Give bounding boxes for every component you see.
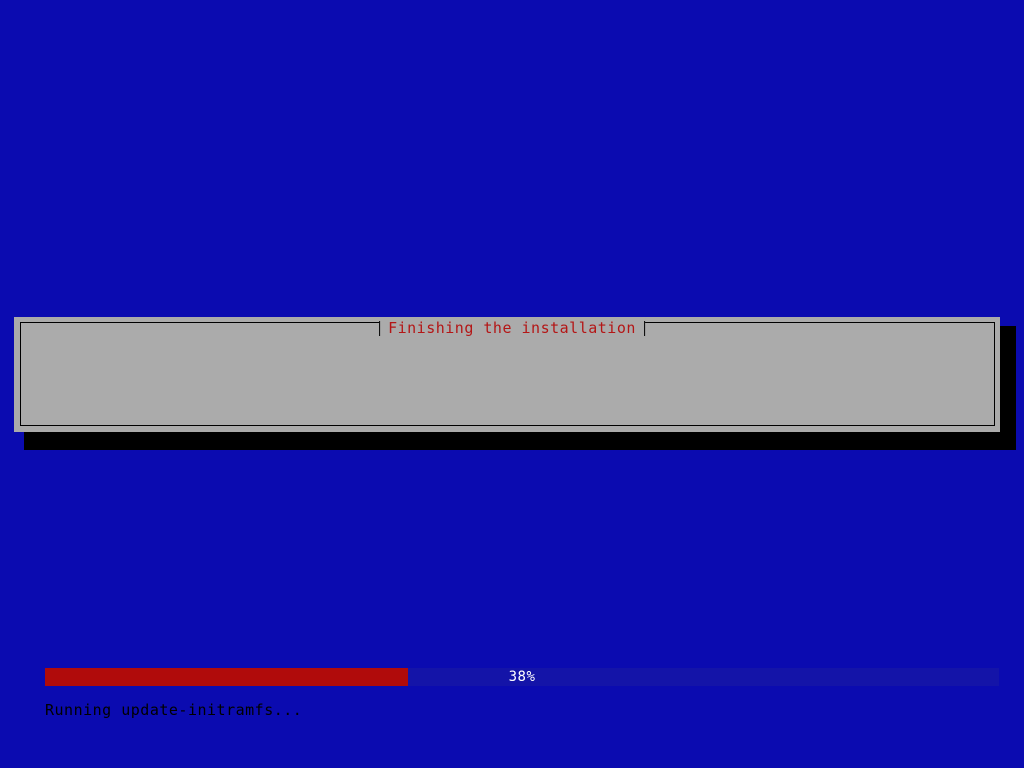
progress-percent-label: 38% xyxy=(508,669,536,685)
dialog-title: Finishing the installation xyxy=(379,317,645,339)
progress-bar-fill xyxy=(45,668,408,686)
progress-bar: 38% xyxy=(45,668,999,686)
status-message: Running update-initramfs... xyxy=(45,701,303,719)
